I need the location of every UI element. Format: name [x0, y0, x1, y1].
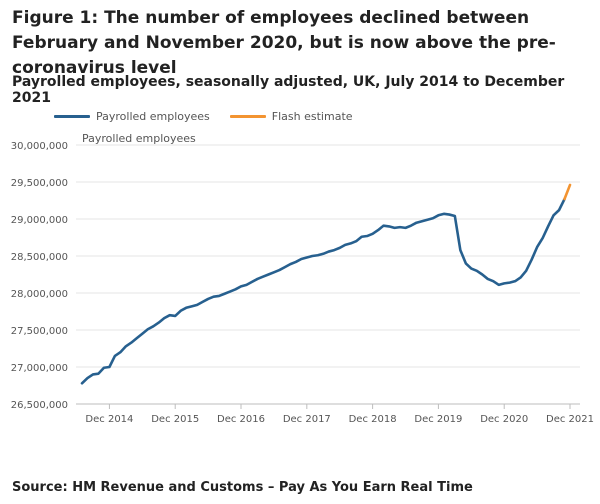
chart-series	[80, 183, 572, 385]
y-axis: 26,500,000 27,000,000 27,500,000 28,000,000…	[11, 141, 68, 411]
chart-subtitle: Payrolled employees, seasonally adjusted…	[12, 74, 565, 106]
x-tick-label: Dec 2019	[414, 414, 462, 425]
source-note: Source: HM Revenue and Customs – Pay As …	[12, 480, 473, 495]
x-tick-label: Dec 2021	[546, 414, 594, 425]
legend-label-flash: Flash estimate	[271, 110, 353, 123]
y-tick-label: 26,500,000	[11, 400, 68, 411]
x-axis: Dec 2014 Dec 2015 Dec 2016 Dec 2017 Dec 2018…	[85, 404, 594, 425]
series-line-payrolled	[80, 197, 566, 385]
legend-label-payrolled: Payrolled employees	[96, 110, 210, 123]
legend-item-flash: Flash estimate	[229, 110, 353, 123]
x-tick-label: Dec 2016	[217, 414, 265, 425]
chart-grid	[76, 144, 580, 405]
y-tick-label: 29,000,000	[11, 215, 68, 226]
x-tick-label: Dec 2018	[349, 414, 397, 425]
y-tick-label: 27,000,000	[11, 363, 68, 374]
series-line-flash	[563, 183, 572, 201]
x-tick-label: Dec 2017	[283, 414, 331, 425]
legend-swatch-payrolled	[54, 115, 90, 118]
x-tick-label: Dec 2014	[85, 414, 133, 425]
chart-title: Figure 1: The number of employees declin…	[12, 8, 556, 78]
y-tick-label: 28,000,000	[11, 289, 68, 300]
line-chart: 26,500,000 27,000,000 27,500,000 28,000,000…	[11, 132, 594, 425]
x-tick-label: Dec 2015	[151, 414, 199, 425]
legend-swatch-flash	[229, 115, 266, 118]
y-tick-label: 27,500,000	[11, 326, 68, 337]
y-tick-label: 29,500,000	[11, 178, 68, 189]
y-axis-label: Payrolled employees	[82, 132, 196, 145]
y-tick-label: 30,000,000	[11, 141, 68, 152]
y-tick-label: 28,500,000	[11, 252, 68, 263]
legend-item-payrolled: Payrolled employees	[54, 110, 210, 123]
chart-legend: Payrolled employees Flash estimate	[54, 110, 373, 123]
x-tick-label: Dec 2020	[480, 414, 528, 425]
